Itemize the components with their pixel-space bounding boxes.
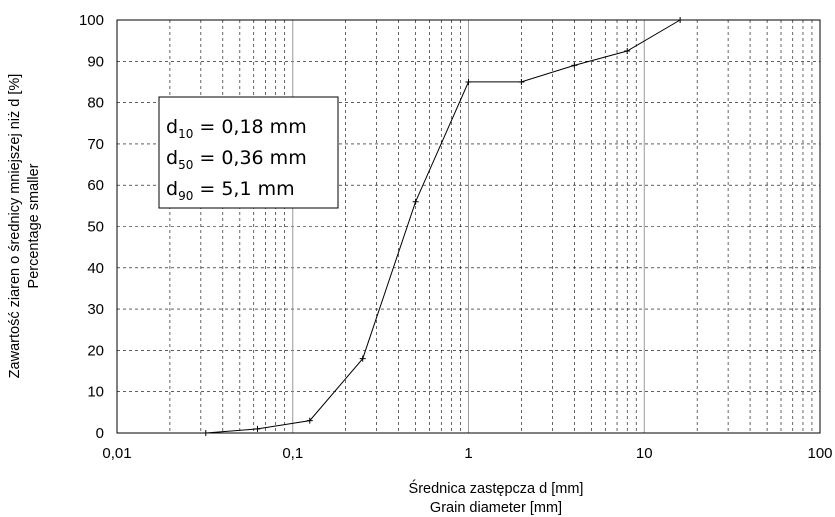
d10-value: = 0,18 mm (193, 116, 306, 138)
data-point-marker (359, 355, 366, 362)
d10-subscript: 10 (178, 127, 193, 141)
y-tick-label: 30 (87, 301, 104, 318)
y-tick-label: 40 (87, 260, 104, 277)
d50-var: d (166, 147, 178, 169)
grading-curve-line (205, 19, 681, 434)
y-axis-title-line1: Zawartość ziaren o średnicy mniejszej ni… (7, 74, 23, 379)
d10-annotation: d10 = 0,18 mm (166, 116, 307, 141)
y-axis-title-line2: Percentage smaller (26, 163, 42, 288)
data-point-marker (624, 47, 631, 54)
y-tick-label: 10 (87, 384, 104, 401)
d90-var: d (166, 178, 178, 200)
d10-var: d (166, 116, 178, 138)
x-axis-title-line1: Średnica zastępcza d [mm] (409, 479, 584, 497)
y-tick-label: 60 (87, 177, 104, 194)
y-tick-label: 100 (79, 12, 104, 29)
data-point-marker (677, 17, 684, 23)
data-point-marker (412, 198, 419, 205)
data-point-marker (254, 425, 261, 432)
plot-area-frame (116, 19, 821, 434)
x-axis-title-line2: Grain diameter [mm] (430, 500, 562, 516)
major-gridlines (117, 20, 820, 433)
d90-annotation: d90 = 5,1 mm (166, 178, 295, 203)
x-axis-tick-labels: 0,01 0,1 1 10 100 (102, 445, 832, 462)
x-tick-label: 0,1 (282, 445, 303, 462)
data-point-marker (518, 78, 525, 85)
data-point-marker (306, 417, 313, 424)
x-tick-label: 100 (807, 445, 832, 462)
series-layer (202, 17, 684, 436)
data-point-marker (202, 430, 209, 436)
y-axis-tick-labels: 0 10 20 30 40 50 60 70 80 90 100 (79, 12, 104, 442)
data-point-marker (465, 78, 472, 85)
d90-subscript: 90 (178, 189, 193, 203)
x-tick-label: 0,01 (102, 445, 131, 462)
y-tick-label: 70 (87, 136, 104, 153)
data-point-marker (571, 62, 578, 69)
d50-annotation: d50 = 0,36 mm (166, 147, 307, 172)
y-tick-label: 50 (87, 219, 104, 236)
d90-value: = 5,1 mm (193, 178, 294, 200)
y-tick-label: 20 (87, 342, 104, 359)
y-tick-label: 80 (87, 95, 104, 112)
y-tick-label: 0 (96, 425, 104, 442)
d50-value: = 0,36 mm (193, 147, 306, 169)
annotation-box: d10 = 0,18 mm d50 = 0,36 mm d90 = 5,1 mm (158, 96, 339, 209)
d50-subscript: 50 (178, 158, 193, 172)
x-tick-label: 10 (636, 445, 653, 462)
y-tick-label: 90 (87, 53, 104, 70)
x-tick-label: 1 (464, 445, 472, 462)
